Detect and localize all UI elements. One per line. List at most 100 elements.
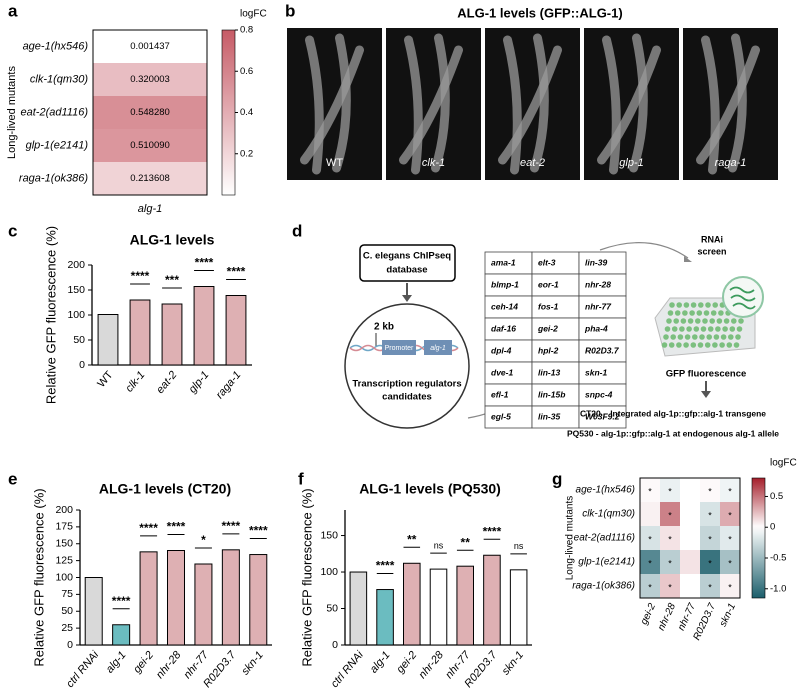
- well: [712, 342, 718, 348]
- panel-letter: d: [292, 221, 302, 240]
- heatmap-cell: [720, 550, 740, 574]
- row-label: age-1(hx546): [23, 40, 89, 52]
- row-label: clk-1(qm30): [30, 73, 88, 85]
- row-label: raga-1(ok386): [572, 581, 635, 592]
- well: [689, 310, 695, 316]
- gene-name: ama-1: [491, 257, 516, 267]
- significance-label: ns: [434, 540, 444, 550]
- x-tick-label: WT: [95, 369, 115, 390]
- x-tick-label: clk-1: [123, 369, 147, 395]
- heatmap-cell: [640, 574, 660, 598]
- cell-marker: *: [668, 534, 672, 544]
- gene-name: lin-35: [538, 411, 560, 421]
- bar: [194, 563, 213, 646]
- screen-label: RNAi: [701, 234, 723, 244]
- y-axis-label: Relative GFP fluorescence (%): [43, 226, 58, 404]
- gene-name: W03F9.2: [585, 411, 620, 421]
- y-tick-label: 50: [326, 602, 338, 614]
- worm: [701, 35, 720, 175]
- heatmap-cell: [660, 550, 680, 574]
- cell-marker: *: [728, 582, 732, 592]
- heatmap-cell: [640, 526, 660, 550]
- cell-value: 0.001437: [130, 41, 170, 52]
- well: [677, 334, 684, 340]
- gene-name: skn-1: [585, 367, 607, 377]
- candidates-text: Transcription regulators: [352, 379, 461, 390]
- gene-name: nhr-28: [585, 279, 611, 289]
- gene-name: dpl-4: [491, 345, 512, 355]
- cell-marker: *: [728, 534, 732, 544]
- worm: [530, 33, 549, 173]
- heatmap-cell: [660, 574, 680, 598]
- significance-label: ****: [483, 524, 502, 538]
- well: [667, 310, 674, 316]
- cell-marker: *: [668, 486, 672, 496]
- heatmap-cell: [700, 550, 720, 574]
- colorbar-tick-label: 0.5: [770, 491, 783, 502]
- cell-value: 0.320003: [130, 74, 170, 85]
- colorbar-tick-label: -1.0: [770, 583, 786, 594]
- cell-marker: *: [728, 486, 732, 496]
- worm: [629, 33, 648, 173]
- colorbar: [751, 477, 766, 599]
- y-tick-label: 50: [61, 605, 73, 617]
- row-label: clk-1(qm30): [582, 509, 635, 520]
- y-tick-label: 75: [61, 588, 73, 600]
- colorbar-tick-label: -0.5: [770, 553, 786, 564]
- y-tick-label: 100: [67, 309, 85, 321]
- bar: [403, 562, 421, 646]
- bar: [139, 551, 158, 646]
- cell-marker: *: [728, 510, 732, 520]
- heatmap-cell: [93, 162, 207, 195]
- row-label: eat-2(ad1116): [574, 533, 635, 544]
- well: [698, 302, 704, 308]
- well: [690, 342, 697, 348]
- bar: [166, 550, 186, 646]
- well: [687, 318, 694, 324]
- well: [663, 334, 669, 340]
- bar: [221, 549, 240, 646]
- panel-letter: b: [285, 1, 295, 20]
- panel-letter: e: [8, 469, 17, 488]
- well: [690, 302, 697, 308]
- heatmap-cell: [660, 478, 680, 502]
- worm: [728, 33, 747, 173]
- well: [676, 342, 682, 348]
- x-tick-label: alg-1: [368, 649, 393, 675]
- significance-label: ****: [167, 520, 186, 534]
- well: [729, 326, 736, 332]
- cell-marker: *: [648, 534, 652, 544]
- heatmap-cell: [640, 502, 660, 526]
- significance-label: **: [407, 532, 417, 546]
- well: [674, 310, 681, 316]
- gene-name: hpl-2: [538, 345, 559, 355]
- image-label: WT: [326, 157, 343, 169]
- well: [707, 326, 714, 332]
- worm: [305, 35, 324, 175]
- well: [738, 318, 744, 324]
- well: [735, 334, 741, 340]
- image-label: glp-1: [619, 157, 643, 169]
- column-label: alg-1: [138, 203, 162, 215]
- well: [679, 326, 685, 332]
- colorbar-title: logFC: [240, 9, 267, 20]
- significance-label: ****: [195, 256, 214, 270]
- chart-title: ALG-1 levels: [130, 232, 215, 248]
- colorbar-tick-label: 0.4: [240, 107, 253, 118]
- well: [715, 326, 721, 332]
- worm: [431, 33, 450, 173]
- heatmap-cell: [720, 502, 740, 526]
- significance-label: **: [461, 535, 471, 549]
- heatmap-cell: [640, 550, 660, 574]
- column-label: gei-2: [639, 601, 659, 626]
- significance-label: ****: [249, 524, 268, 538]
- bar: [129, 299, 151, 366]
- bar: [249, 554, 268, 646]
- y-tick-label: 0: [332, 639, 338, 651]
- gene-box: [424, 340, 452, 355]
- colorbar-tick-label: 0.2: [240, 148, 253, 159]
- heatmap-cell: [700, 478, 720, 502]
- colorbar-tick-label: 0.6: [240, 66, 253, 77]
- well: [682, 310, 688, 316]
